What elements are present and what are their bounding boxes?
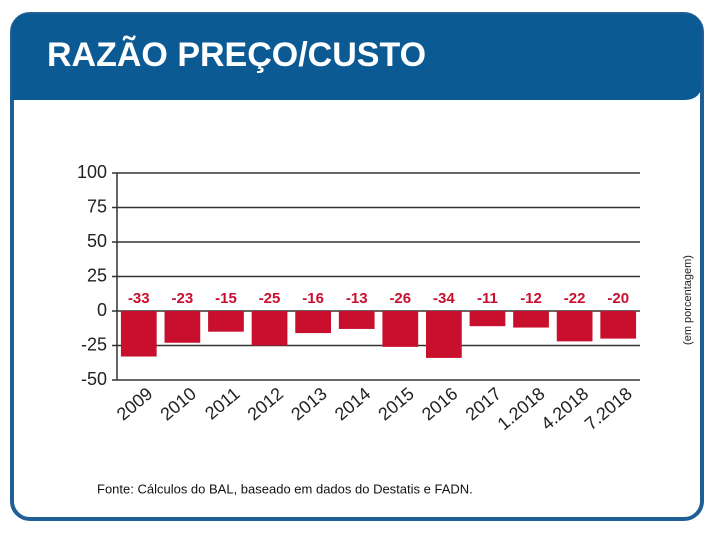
source: Fonte: Cálculos do BAL, baseado em dados… — [97, 481, 473, 496]
bar — [556, 311, 593, 342]
bar — [208, 311, 244, 332]
bar — [164, 311, 201, 343]
value-label: -23 — [172, 290, 194, 307]
bar — [382, 311, 419, 347]
bar — [120, 311, 157, 357]
y-tick-label: 100 — [77, 162, 107, 182]
bar — [295, 311, 331, 334]
header — [12, 14, 702, 100]
y-tick-label: -25 — [81, 334, 107, 354]
bar — [513, 311, 549, 328]
y-tick-label: 50 — [87, 231, 107, 251]
value-label: -34 — [433, 290, 455, 307]
bar — [426, 311, 462, 358]
bar — [600, 311, 637, 339]
value-label: -13 — [346, 290, 368, 307]
y-axis-label: (em porcentagem) — [682, 255, 694, 345]
value-label: -25 — [259, 290, 281, 307]
bar — [338, 311, 375, 329]
value-label: -22 — [564, 290, 586, 307]
value-label: -15 — [215, 290, 237, 307]
y-tick-label: 75 — [87, 196, 107, 216]
y-tick-label: 25 — [87, 265, 107, 285]
value-label: -26 — [389, 290, 411, 307]
y-tick-label: 0 — [97, 300, 107, 320]
value-label: -11 — [477, 290, 498, 307]
bar — [469, 311, 506, 327]
bar — [251, 311, 288, 346]
chart-title: RAZÃO PREÇO/CUSTO — [47, 36, 426, 74]
value-label: -16 — [302, 290, 324, 307]
value-label: -20 — [607, 290, 629, 307]
value-label: -12 — [520, 290, 542, 307]
value-label: -33 — [128, 290, 150, 307]
y-tick-label: -50 — [81, 369, 107, 389]
